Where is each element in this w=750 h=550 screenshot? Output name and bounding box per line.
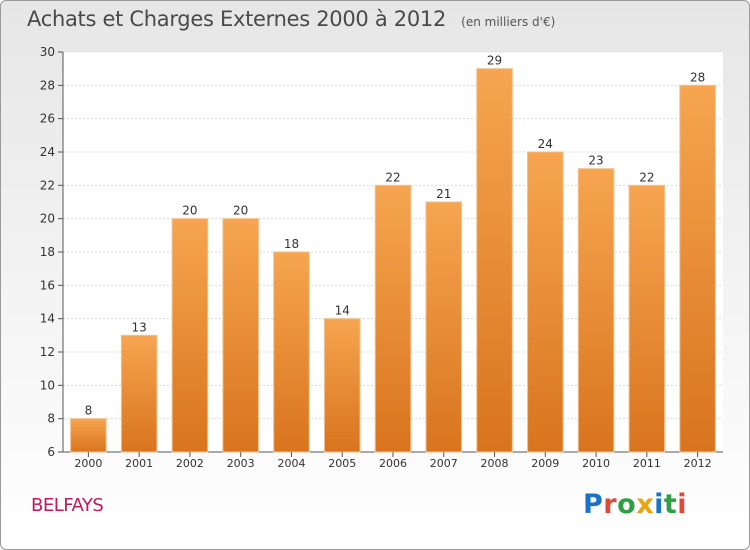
title-row: Achats et Charges Externes 2000 à 2012 (… bbox=[27, 7, 555, 31]
x-tick-label: 2006 bbox=[379, 457, 407, 470]
bar-value-label: 20 bbox=[182, 204, 197, 218]
bar bbox=[222, 218, 259, 453]
logo-letter: i bbox=[654, 489, 664, 520]
x-tick-label: 2008 bbox=[481, 457, 509, 470]
bar bbox=[425, 201, 463, 453]
y-tick-label: 24 bbox=[40, 145, 55, 159]
bar-value-label: 21 bbox=[436, 187, 451, 201]
y-tick-label: 20 bbox=[40, 212, 55, 226]
x-tick-label: 2009 bbox=[531, 457, 559, 470]
logo-letter: t bbox=[663, 489, 678, 520]
bar bbox=[527, 151, 564, 453]
bar-value-label: 29 bbox=[487, 54, 502, 68]
chart-subtitle: (en milliers d'€) bbox=[461, 15, 556, 29]
x-tick-label: 2001 bbox=[125, 457, 153, 470]
bar-value-label: 28 bbox=[690, 70, 705, 84]
x-tick-label: 2003 bbox=[227, 457, 255, 470]
commune-name: BELFAYS bbox=[31, 495, 104, 516]
logo-letter: i bbox=[677, 489, 688, 520]
y-tick-label: 14 bbox=[40, 312, 55, 326]
bar bbox=[476, 68, 513, 453]
logo-letter: P bbox=[583, 489, 604, 520]
y-tick-label: 26 bbox=[40, 112, 55, 126]
bar bbox=[628, 184, 666, 453]
bar-value-label: 13 bbox=[132, 320, 147, 334]
bar-value-label: 22 bbox=[639, 170, 654, 184]
bar bbox=[374, 184, 412, 453]
y-tick-label: 12 bbox=[40, 345, 55, 359]
x-tick-label: 2012 bbox=[684, 457, 712, 470]
proxiti-logo: Proxiti bbox=[583, 489, 687, 520]
bar bbox=[323, 318, 361, 453]
x-tick-label: 2010 bbox=[582, 457, 610, 470]
logo-letter: x bbox=[636, 489, 655, 520]
x-tick-label: 2007 bbox=[430, 457, 458, 470]
bar bbox=[679, 84, 716, 453]
bar bbox=[171, 218, 209, 453]
y-tick-label: 30 bbox=[40, 45, 55, 59]
y-tick-label: 28 bbox=[40, 78, 55, 92]
bar-value-label: 24 bbox=[538, 137, 553, 151]
bar-value-label: 14 bbox=[335, 304, 350, 318]
x-tick-label: 2005 bbox=[328, 457, 356, 470]
bar-value-label: 18 bbox=[284, 237, 299, 251]
y-tick-label: 18 bbox=[40, 245, 55, 259]
y-tick-label: 22 bbox=[40, 178, 55, 192]
x-tick-label: 2000 bbox=[74, 457, 102, 470]
bar bbox=[577, 168, 615, 453]
x-tick-label: 2004 bbox=[277, 457, 305, 470]
y-tick-label: 10 bbox=[40, 378, 55, 392]
logo-letter: r bbox=[603, 489, 618, 520]
bar-value-label: 20 bbox=[233, 204, 248, 218]
bar bbox=[120, 334, 158, 453]
bar bbox=[70, 418, 107, 453]
y-tick-label: 8 bbox=[47, 412, 55, 426]
chart-title: Achats et Charges Externes 2000 à 2012 bbox=[27, 7, 447, 31]
bar-value-label: 8 bbox=[85, 404, 93, 418]
y-tick-label: 6 bbox=[47, 445, 55, 459]
bar-value-label: 23 bbox=[588, 154, 603, 168]
bar bbox=[273, 251, 310, 453]
x-tick-label: 2002 bbox=[176, 457, 204, 470]
y-tick-label: 16 bbox=[40, 278, 55, 292]
logo-letter: o bbox=[617, 489, 637, 520]
bar-value-label: 22 bbox=[385, 170, 400, 184]
x-tick-label: 2011 bbox=[633, 457, 661, 470]
